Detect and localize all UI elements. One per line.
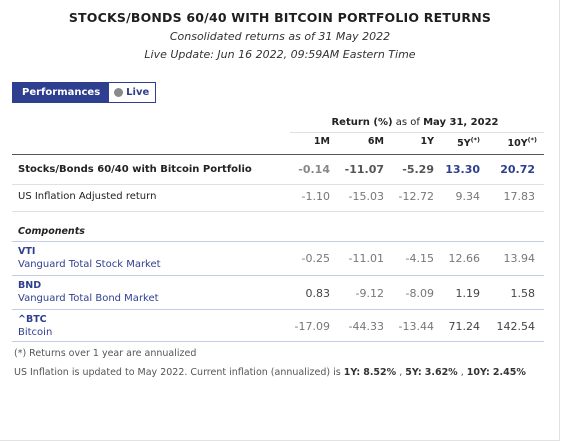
inflation-footnote: US Inflation is updated to May 2022. Cur… xyxy=(14,367,526,378)
component-ticker-bnd[interactable]: BND xyxy=(18,280,42,291)
tab-live-label: Live xyxy=(126,87,150,98)
inflation-row-label: US Inflation Adjusted return xyxy=(18,191,157,202)
btc-6m: -44.33 xyxy=(348,320,384,333)
annualized-footnote: (*) Returns over 1 year are annualized xyxy=(14,348,197,359)
component-ticker-vti[interactable]: VTI xyxy=(18,246,36,257)
bnd-5y: 1.19 xyxy=(455,287,481,300)
vti-5y: 12.66 xyxy=(448,252,481,265)
live-update-time: Live Update: Jun 16 2022, 09:59AM Easter… xyxy=(144,48,416,61)
btc-5y: 71.24 xyxy=(448,320,481,333)
portfolio-1y: -5.29 xyxy=(402,163,434,176)
inflation-1m: -1.10 xyxy=(301,190,330,203)
tab-live[interactable]: Live xyxy=(109,83,156,102)
portfolio-row-label: Stocks/Bonds 60/40 with Bitcoin Portfoli… xyxy=(18,164,252,175)
row-divider xyxy=(12,184,544,185)
portfolio-5y: 13.30 xyxy=(445,163,480,176)
component-name-bnd[interactable]: Vanguard Total Bond Market xyxy=(18,293,159,304)
portfolio-6m: -11.07 xyxy=(344,163,384,176)
row-divider xyxy=(12,241,544,242)
vti-1y: -4.15 xyxy=(405,252,434,265)
btc-1y: -13.44 xyxy=(398,320,434,333)
vti-6m: -11.01 xyxy=(348,252,384,265)
inflation-5y: 9.34 xyxy=(455,190,481,203)
col-header-10y: 10Y(*) xyxy=(507,136,537,150)
row-divider xyxy=(12,275,544,276)
portfolio-1m: -0.14 xyxy=(298,163,330,176)
component-name-vti[interactable]: Vanguard Total Stock Market xyxy=(18,259,161,270)
inflation-6m: -15.03 xyxy=(348,190,384,203)
live-status-dot-icon xyxy=(114,88,124,97)
inflation-1y: -12.72 xyxy=(398,190,434,203)
as-of-prefix: as of xyxy=(395,117,420,128)
col-header-5y: 5Y(*) xyxy=(457,136,480,150)
as-of-date: May 31, 2022 xyxy=(423,117,499,128)
tab-performances[interactable]: Performances xyxy=(13,83,110,102)
vti-10y: 13.94 xyxy=(503,252,536,265)
row-divider xyxy=(12,309,544,310)
return-label: Return (%) xyxy=(331,117,393,128)
btc-10y: 142.54 xyxy=(496,320,536,333)
return-header-underline xyxy=(290,132,544,133)
component-ticker-btc[interactable]: ^BTC xyxy=(18,314,47,325)
bnd-10y: 1.58 xyxy=(510,287,536,300)
row-divider xyxy=(12,341,544,342)
inflation-10y: 17.83 xyxy=(503,190,536,203)
portfolio-10y: 20.72 xyxy=(500,163,535,176)
header-divider xyxy=(12,154,544,155)
bnd-6m: -9.12 xyxy=(355,287,384,300)
row-divider xyxy=(12,211,544,212)
bnd-1y: -8.09 xyxy=(405,287,434,300)
return-header: Return (%) as of May 31, 2022 xyxy=(290,117,540,128)
vti-1m: -0.25 xyxy=(301,252,330,265)
btc-1m: -17.09 xyxy=(294,320,330,333)
bnd-1m: 0.83 xyxy=(305,287,331,300)
col-header-1m: 1M xyxy=(313,136,330,147)
col-header-6m: 6M xyxy=(367,136,384,147)
page-title: STOCKS/BONDS 60/40 WITH BITCOIN PORTFOLI… xyxy=(68,10,492,25)
component-name-btc[interactable]: Bitcoin xyxy=(18,327,53,338)
col-header-1y: 1Y xyxy=(420,136,435,147)
components-heading: Components xyxy=(18,226,85,237)
consolidated-date: Consolidated returns as of 31 May 2022 xyxy=(169,30,391,43)
view-tabs: Performances Live xyxy=(12,82,157,103)
